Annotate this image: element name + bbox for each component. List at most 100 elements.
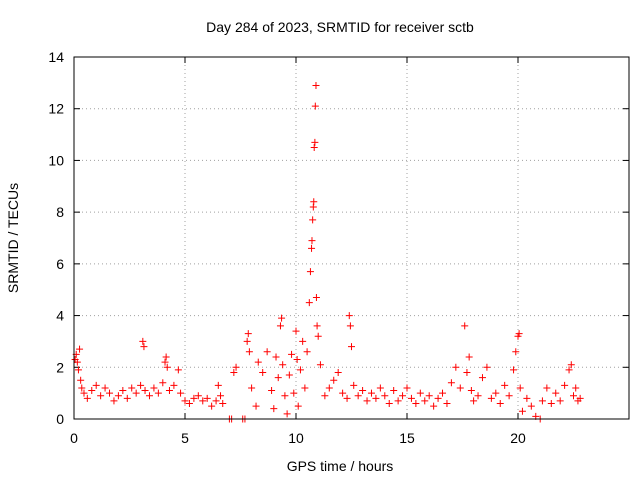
data-point bbox=[181, 397, 189, 405]
data-point bbox=[452, 363, 460, 371]
data-point bbox=[194, 392, 202, 400]
data-point bbox=[456, 384, 464, 392]
data-point bbox=[132, 389, 140, 397]
data-point bbox=[538, 397, 546, 405]
data-point bbox=[141, 387, 149, 395]
data-point bbox=[313, 322, 321, 330]
data-point bbox=[252, 402, 260, 410]
data-point bbox=[140, 343, 148, 351]
data-point bbox=[123, 394, 131, 402]
data-point bbox=[470, 397, 478, 405]
data-point bbox=[293, 356, 301, 364]
data-point bbox=[294, 402, 302, 410]
data-point bbox=[570, 392, 577, 400]
y-tick-label: 14 bbox=[48, 49, 64, 65]
data-point bbox=[308, 237, 316, 245]
data-point bbox=[512, 348, 520, 356]
data-point bbox=[354, 392, 362, 400]
data-point bbox=[501, 381, 509, 389]
data-point bbox=[245, 348, 253, 356]
data-point bbox=[412, 399, 420, 407]
data-point bbox=[306, 268, 314, 276]
y-tick-label: 12 bbox=[48, 101, 64, 117]
data-point bbox=[308, 244, 316, 252]
data-point bbox=[163, 363, 171, 371]
data-point bbox=[301, 384, 309, 392]
x-tick-label: 20 bbox=[510, 430, 526, 446]
data-point bbox=[363, 397, 371, 405]
data-point bbox=[244, 330, 252, 338]
data-point bbox=[263, 348, 271, 356]
y-tick-label: 0 bbox=[56, 411, 64, 427]
data-point bbox=[278, 314, 286, 322]
data-point bbox=[83, 394, 91, 402]
data-point bbox=[348, 343, 355, 351]
data-point bbox=[312, 293, 320, 301]
data-point bbox=[137, 381, 145, 389]
data-point bbox=[185, 399, 193, 407]
data-point bbox=[74, 366, 82, 374]
y-tick-label: 10 bbox=[48, 152, 64, 168]
data-point bbox=[527, 402, 535, 410]
data-point bbox=[310, 198, 318, 206]
x-tick-label: 10 bbox=[288, 430, 304, 446]
data-point bbox=[232, 363, 240, 371]
data-point bbox=[385, 399, 393, 407]
data-point bbox=[461, 322, 469, 330]
data-point bbox=[212, 397, 220, 405]
grid-lines bbox=[74, 57, 629, 419]
data-point bbox=[316, 361, 324, 369]
data-point bbox=[463, 368, 471, 376]
data-point bbox=[199, 397, 207, 405]
data-point bbox=[279, 361, 287, 369]
data-point bbox=[208, 402, 216, 410]
data-point bbox=[268, 387, 276, 395]
data-point bbox=[281, 392, 289, 400]
data-point bbox=[154, 389, 162, 397]
data-point bbox=[119, 387, 127, 395]
data-point bbox=[76, 345, 84, 353]
data-point bbox=[399, 392, 407, 400]
data-point bbox=[150, 384, 158, 392]
data-point bbox=[276, 322, 284, 330]
plot-frame bbox=[73, 56, 630, 420]
data-point bbox=[312, 81, 320, 89]
data-point bbox=[243, 337, 251, 345]
chart-title: Day 284 of 2023, SRMTID for receiver sct… bbox=[206, 19, 474, 35]
data-point bbox=[128, 384, 136, 392]
data-point bbox=[343, 394, 351, 402]
data-point bbox=[474, 392, 482, 400]
data-point bbox=[283, 410, 291, 418]
y-tick-label: 4 bbox=[56, 308, 64, 324]
data-point bbox=[165, 387, 173, 395]
data-point bbox=[425, 392, 433, 400]
data-point bbox=[88, 387, 96, 395]
data-point bbox=[80, 389, 88, 397]
data-point bbox=[567, 361, 575, 369]
data-point bbox=[439, 389, 447, 397]
data-point bbox=[190, 394, 198, 402]
x-tick-label: 15 bbox=[399, 430, 415, 446]
data-point bbox=[97, 392, 105, 400]
data-point bbox=[214, 381, 222, 389]
data-point bbox=[248, 384, 256, 392]
data-points bbox=[71, 81, 584, 423]
data-point bbox=[321, 392, 329, 400]
data-point bbox=[230, 368, 238, 376]
data-point bbox=[270, 405, 278, 413]
data-point bbox=[309, 216, 317, 224]
data-point bbox=[372, 394, 380, 402]
data-point bbox=[311, 138, 319, 146]
data-point bbox=[272, 353, 280, 361]
data-point bbox=[78, 384, 86, 392]
data-point bbox=[407, 394, 415, 402]
data-point bbox=[367, 389, 375, 397]
data-point bbox=[159, 379, 167, 387]
data-point bbox=[254, 358, 262, 366]
data-point bbox=[162, 353, 170, 361]
data-point bbox=[447, 379, 455, 387]
data-point bbox=[496, 399, 504, 407]
data-point bbox=[296, 366, 304, 374]
data-point bbox=[217, 392, 225, 400]
data-point bbox=[339, 389, 347, 397]
